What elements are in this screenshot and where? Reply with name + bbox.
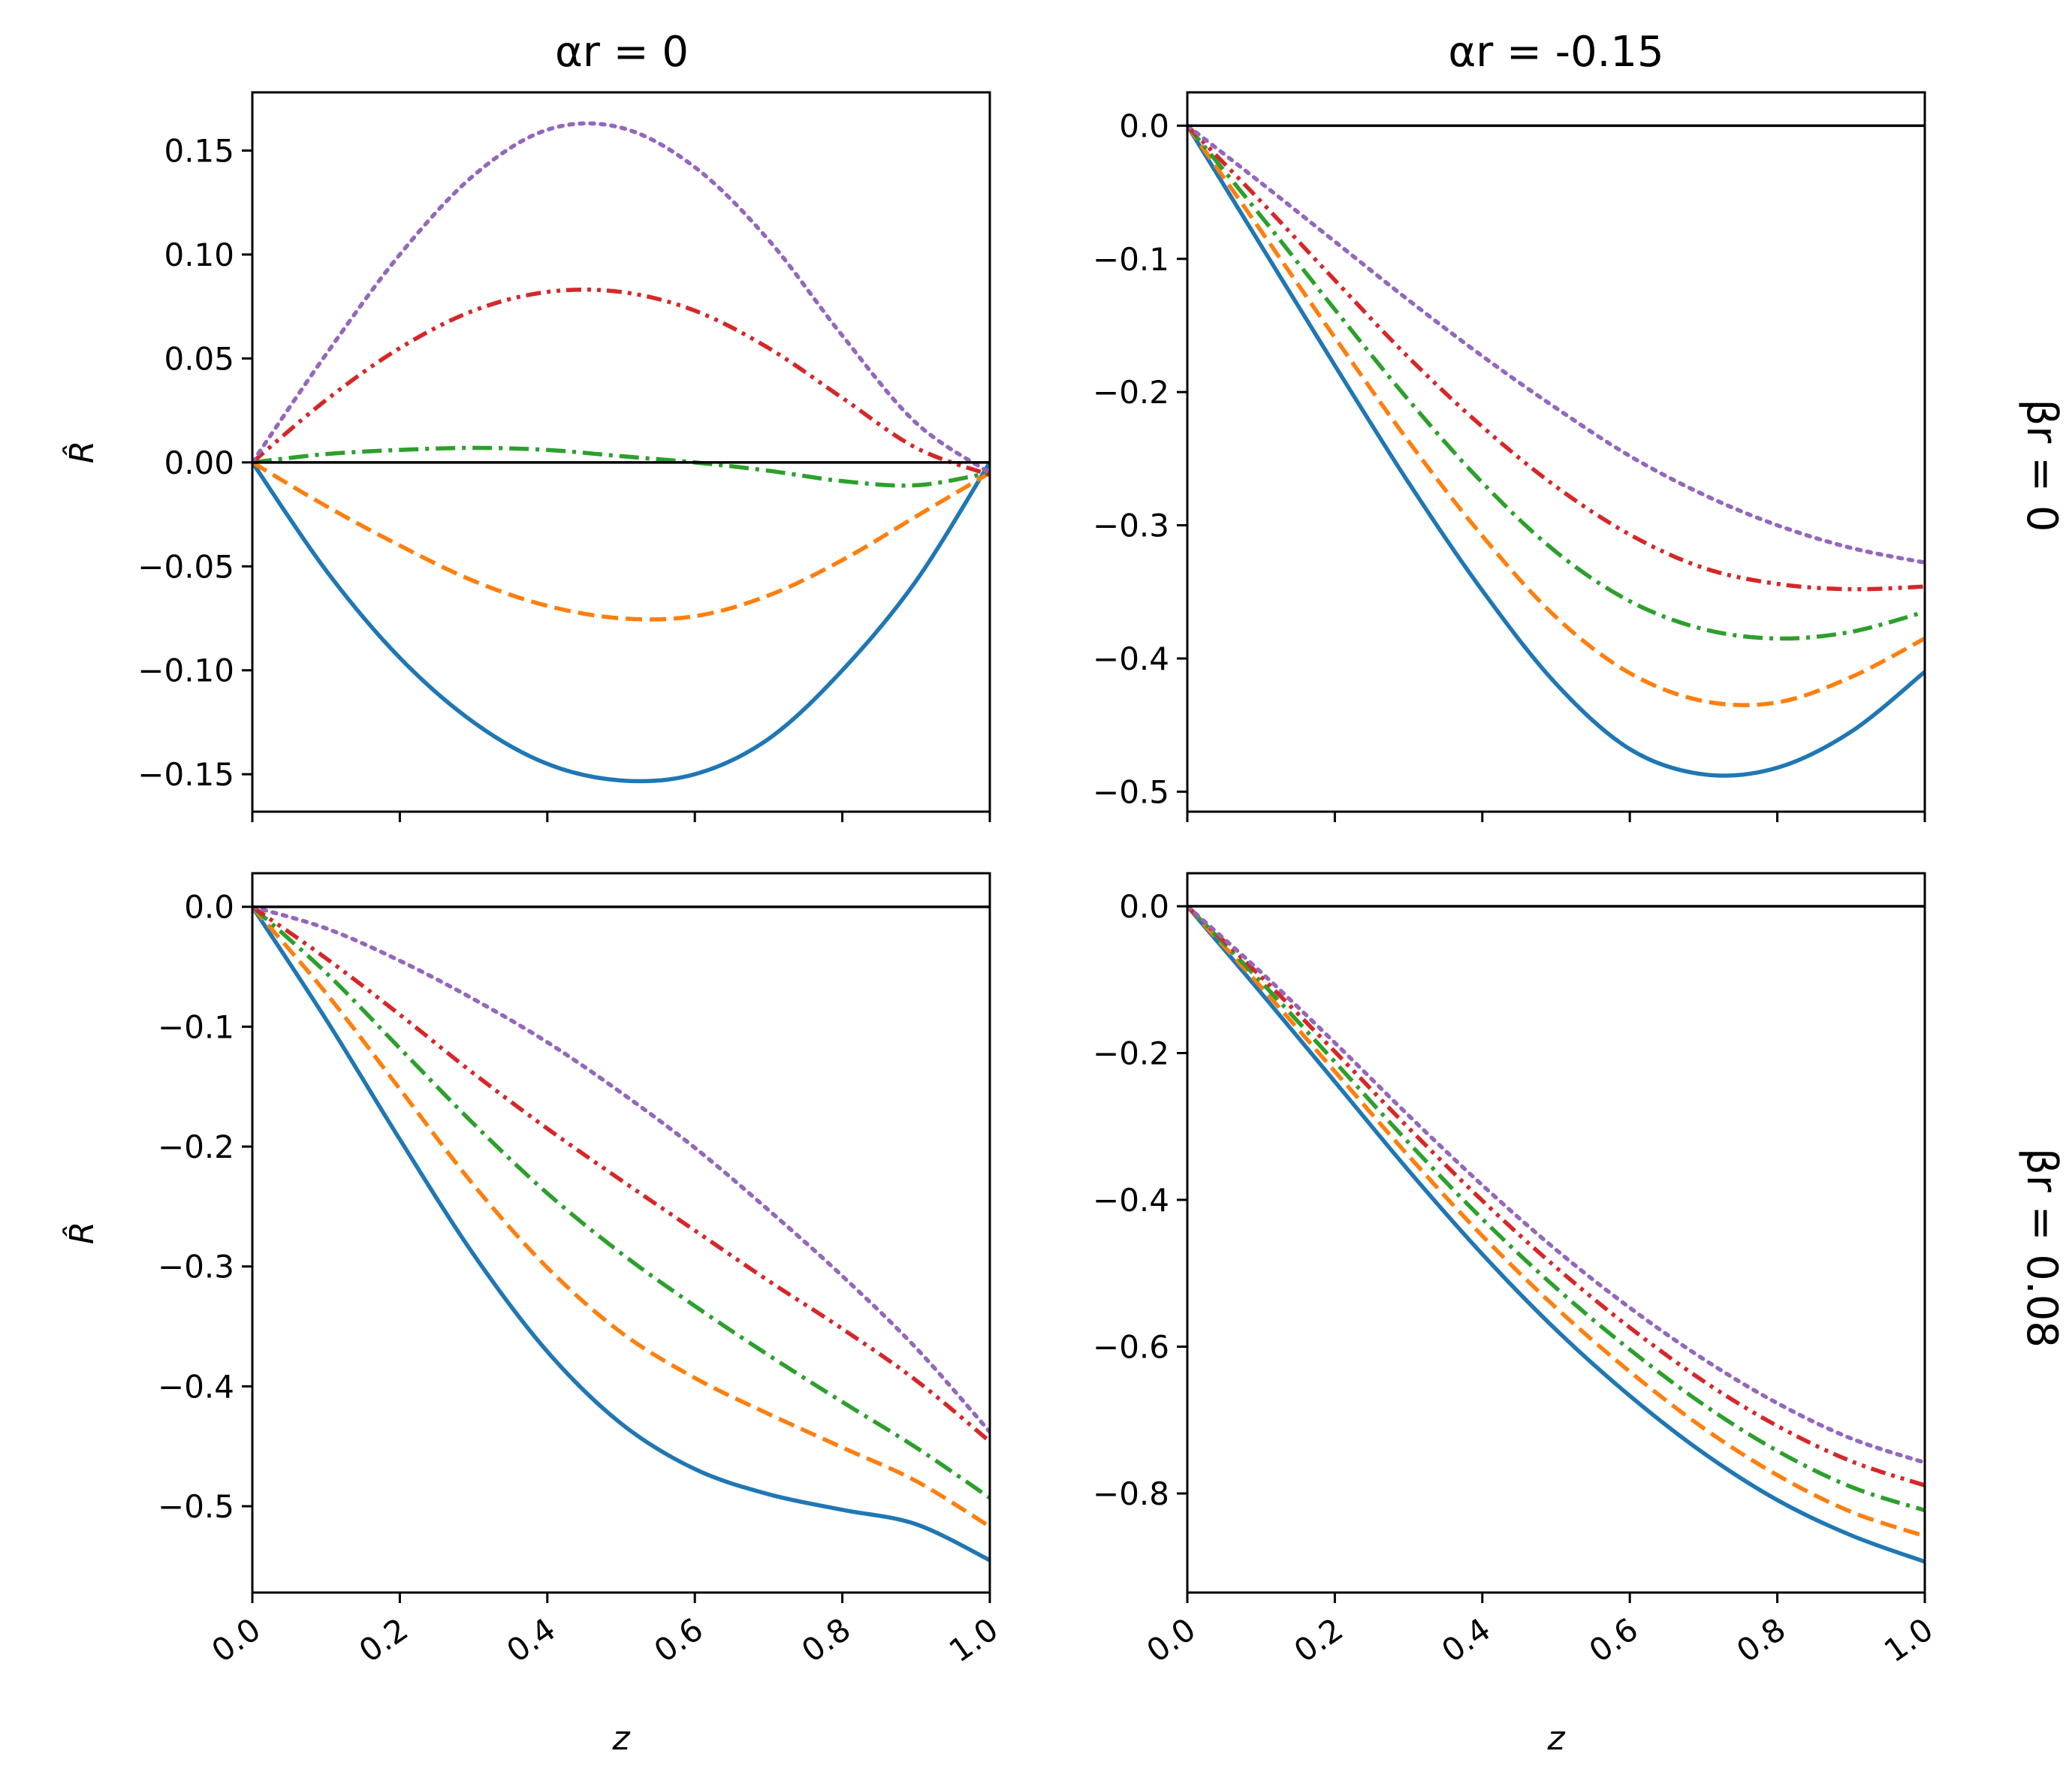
y-axis-label: R̂ — [62, 441, 101, 464]
y-tick-label: 0.0 — [1119, 107, 1169, 144]
axes-frame — [1186, 872, 1926, 1594]
series-line-2-dashed — [252, 460, 990, 622]
axes-frame — [251, 91, 991, 813]
series-line-4-dashdotdot — [252, 905, 990, 1443]
series-line-5-dotted — [1187, 904, 1925, 1465]
y-tick-label: −0.4 — [158, 1368, 234, 1405]
series-line-3-dashdot — [252, 905, 990, 1500]
y-tick-label: −0.2 — [158, 1129, 234, 1165]
y-tick-label: −0.15 — [137, 756, 234, 793]
series-line-3-dashdot — [1187, 124, 1925, 641]
y-tick-label: 0.0 — [184, 889, 234, 926]
series-line-5-dotted — [1187, 123, 1925, 565]
plot-area — [1187, 92, 1925, 812]
x-axis-label: z — [611, 1719, 630, 1758]
series-line-1-solid — [252, 906, 990, 1563]
series-line-2-dashed — [1187, 124, 1925, 707]
y-tick-label: −0.3 — [1093, 508, 1169, 544]
series-line-1-solid — [1187, 905, 1925, 1564]
y-tick-label: −0.4 — [1093, 640, 1169, 677]
y-tick-label: 0.15 — [164, 133, 234, 170]
y-tick-label: −0.10 — [137, 652, 234, 689]
y-tick-label: 0.05 — [164, 340, 234, 377]
panel-top-right: 0.0 −0.1 −0.2 −0.3 −0.4 −0.5 — [1093, 91, 1926, 822]
series-line-3-dashdot — [1187, 905, 1925, 1513]
series-line-3-dashdot — [252, 445, 990, 488]
y-tick-label: 0.00 — [164, 445, 234, 481]
y-tick-label: −0.05 — [137, 548, 234, 585]
plot-area — [252, 873, 990, 1593]
plot-area — [1187, 873, 1925, 1593]
panel-top-left: 0.15 0.10 0.05 0.00 −0.05 −0.10 −0.15 R̂ — [62, 91, 991, 822]
plot-lines — [1187, 123, 1925, 778]
row-title-top: βr = 0 — [2017, 399, 2066, 532]
y-tick-label: −0.5 — [158, 1488, 234, 1525]
column-title-right: αr = -0.15 — [1448, 28, 1663, 77]
series-line-4-dashdotdot — [252, 287, 990, 478]
series-line-2-dashed — [252, 905, 990, 1529]
series-line-1-solid — [252, 461, 990, 784]
plot-lines — [252, 121, 990, 784]
plot-lines — [252, 904, 990, 1563]
y-tick-label: −0.3 — [158, 1249, 234, 1285]
y-tick-label: −0.2 — [1093, 374, 1169, 411]
series-line-2-dashed — [1187, 905, 1925, 1538]
y-tick-label: −0.1 — [158, 1008, 234, 1045]
y-tick-label: −0.5 — [1093, 773, 1169, 810]
x-axis-label: z — [1546, 1719, 1565, 1758]
y-tick-label: −0.2 — [1093, 1035, 1169, 1072]
row-title-bottom: βr = 0.08 — [2017, 1148, 2066, 1348]
y-tick-label: −0.8 — [1093, 1475, 1169, 1512]
y-tick-label: −0.1 — [1093, 241, 1169, 278]
column-title-left: αr = 0 — [555, 28, 689, 77]
panel-bottom-right: 0.0−0.2−0.4−0.6−0.80.0 0.2 0.4 0.6 0.8 1.0z — [1093, 872, 1940, 1758]
axes-frame — [1186, 91, 1926, 813]
series-line-5-dotted — [252, 121, 990, 475]
y-tick-label: −0.6 — [1093, 1329, 1169, 1366]
series-line-4-dashdotdot — [1187, 124, 1925, 592]
series-line-1-solid — [1187, 124, 1925, 778]
axes-frame — [251, 872, 991, 1594]
series-line-5-dotted — [252, 904, 990, 1434]
plot-lines — [1187, 904, 1925, 1564]
y-tick-label: 0.10 — [164, 237, 234, 273]
y-axis-label: R̂ — [62, 1222, 101, 1245]
y-tick-label: −0.4 — [1093, 1182, 1169, 1219]
y-tick-label: 0.0 — [1119, 888, 1169, 925]
series-line-4-dashdotdot — [1187, 905, 1925, 1487]
